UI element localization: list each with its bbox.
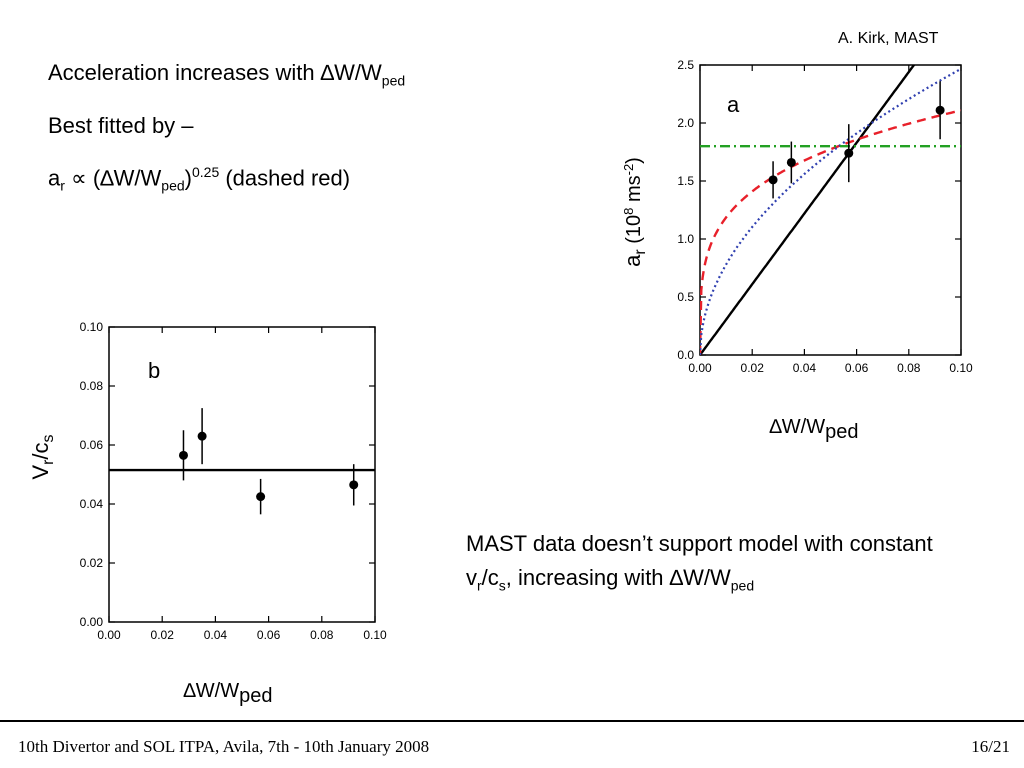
y-axis-label-main-b: V xyxy=(28,465,53,480)
y-tick-label-a: 0.0 xyxy=(677,348,694,362)
footer-divider xyxy=(0,720,1024,722)
note-sub-3: ped xyxy=(730,577,755,594)
y-axis-label-b: Vr/cs xyxy=(28,434,57,479)
data-point-b xyxy=(178,450,188,460)
note-sub-1: r xyxy=(477,577,482,594)
y-axis-label-sub-b: r xyxy=(40,459,57,465)
y-axis-label-main-a: a xyxy=(620,254,645,267)
statement-best-fit: Best fitted by – xyxy=(48,113,194,138)
x-tick-label-a: 0.02 xyxy=(741,361,765,375)
author-credit: A. Kirk, MAST xyxy=(838,30,939,47)
note-text-3: , increasing with ∆W/W xyxy=(505,565,731,590)
y-tick-label-a: 2.0 xyxy=(677,116,694,130)
data-point-b xyxy=(349,480,359,490)
y-tick-label-a: 2.5 xyxy=(677,58,694,72)
note-text-2: /c xyxy=(481,565,499,590)
y-tick-label-b: 0.02 xyxy=(80,556,104,570)
x-tick-label-a: 0.10 xyxy=(949,361,973,375)
y-axis-unit-a: (10 xyxy=(623,215,645,249)
footer-page-number: 16/21 xyxy=(971,737,1010,756)
formula-sub: ped xyxy=(161,177,185,194)
x-tick-label-a: 0.08 xyxy=(897,361,921,375)
x-tick-label-a: 0.06 xyxy=(845,361,869,375)
x-axis-label-b: ∆W/Wped xyxy=(184,680,273,707)
x-axis-label-main-a: ∆W/W xyxy=(770,416,826,438)
y-tick-label-b: 0.06 xyxy=(80,438,104,452)
formula-close: ) xyxy=(184,165,192,191)
panel-label-b: b xyxy=(148,358,160,383)
data-point-b xyxy=(197,431,207,441)
x-tick-label-b: 0.06 xyxy=(257,628,281,642)
y-axis-unit-close-a: ) xyxy=(623,157,645,164)
formula-end: (dashed red) xyxy=(219,165,351,191)
fit-line-solid-a xyxy=(700,65,916,355)
y-axis-label-a: ar (108 ms-2) xyxy=(620,157,649,267)
statement-acceleration: Acceleration increases with ∆W/Wped xyxy=(48,60,405,88)
y-axis-label-sub2-b: s xyxy=(40,434,57,442)
y-axis-unit-end-a: ms xyxy=(623,175,645,207)
data-point-b xyxy=(256,492,266,502)
x-axis-label-main-b: ∆W/W xyxy=(184,680,240,702)
y-tick-label-b: 0.10 xyxy=(80,320,104,334)
x-tick-label-a: 0.00 xyxy=(688,361,712,375)
note-text-1: MAST data doesn’t support model with con… xyxy=(466,531,933,590)
y-tick-label-a: 1.0 xyxy=(677,232,694,246)
y-tick-label-b: 0.04 xyxy=(80,497,104,511)
y-axis-label-sub-a: r xyxy=(632,249,649,255)
y-tick-label-b: 0.00 xyxy=(80,615,104,629)
footer-conference: 10th Divertor and SOL ITPA, Avila, 7th -… xyxy=(18,737,430,756)
plot-frame-a xyxy=(699,64,962,356)
x-tick-label-b: 0.02 xyxy=(151,628,175,642)
statement-fit-formula: ar ∝ (∆W/Wped)0.25 (dashed red) xyxy=(48,164,350,194)
fit-line-dashed-a xyxy=(700,109,961,355)
x-tick-label-b: 0.00 xyxy=(97,628,121,642)
x-axis-label-a: ∆W/Wped xyxy=(770,416,859,443)
formula-a-sub: r xyxy=(60,177,65,194)
fit-line-dotted-a xyxy=(700,67,961,355)
x-tick-label-b: 0.04 xyxy=(204,628,228,642)
statement-acceleration-sub: ped xyxy=(381,72,406,89)
formula-mid: ∝ (∆W/W xyxy=(64,165,162,191)
y-tick-label-a: 0.5 xyxy=(677,290,694,304)
note-sub-2: s xyxy=(498,577,506,594)
data-point-a xyxy=(768,175,778,185)
y-axis-unit-sup-a: 8 xyxy=(621,208,636,215)
y-tick-label-b: 0.08 xyxy=(80,379,104,393)
x-tick-label-a: 0.04 xyxy=(793,361,817,375)
x-tick-label-b: 0.10 xyxy=(363,628,387,642)
formula-a: a xyxy=(48,165,61,191)
y-tick-label-a: 1.5 xyxy=(677,174,694,188)
x-axis-label-sub-b: ped xyxy=(239,685,272,707)
plot-frame-b xyxy=(108,326,376,623)
formula-exponent: 0.25 xyxy=(191,164,220,180)
conclusion-note: MAST data doesn’t support model with con… xyxy=(466,527,936,602)
data-point-a xyxy=(786,157,796,167)
data-point-a xyxy=(935,105,945,115)
data-point-a xyxy=(844,148,854,158)
y-axis-label-mid-b: /c xyxy=(28,442,53,459)
x-axis-label-sub-a: ped xyxy=(825,421,858,443)
panel-label-a: a xyxy=(727,92,740,117)
statement-acceleration-text: Acceleration increases with ∆W/W xyxy=(48,60,382,85)
x-tick-label-b: 0.08 xyxy=(310,628,334,642)
y-axis-unit-sup2-a: -2 xyxy=(621,164,636,176)
